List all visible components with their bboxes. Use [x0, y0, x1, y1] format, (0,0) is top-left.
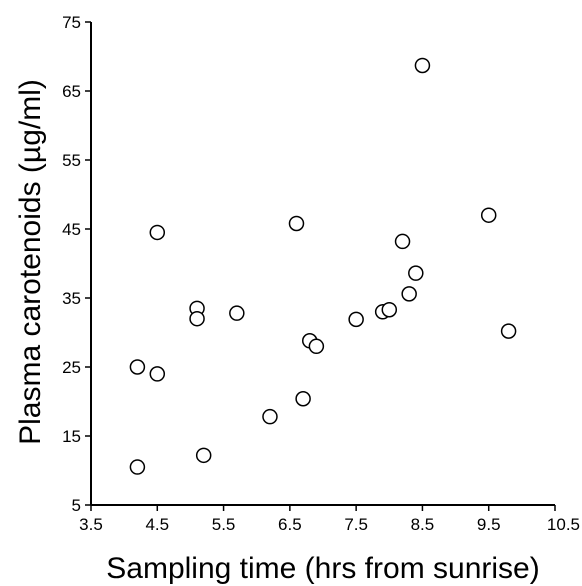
x-tick-label: 9.5 [477, 515, 501, 534]
x-tick-label: 10.5 [547, 515, 580, 534]
data-point [401, 286, 417, 302]
y-tick-label: 35 [62, 289, 81, 308]
x-axis-title: Sampling time (hrs from sunrise) [106, 552, 539, 585]
data-point [189, 310, 205, 327]
y-tick-label: 15 [62, 427, 81, 446]
data-point [348, 311, 364, 328]
data-point [262, 408, 278, 425]
data-point [480, 207, 497, 223]
data-point [195, 447, 212, 464]
y-axis-title: Plasma carotenoids (µg/ml) [14, 79, 47, 445]
data-point [308, 338, 325, 355]
data-point [288, 215, 305, 232]
data-points [129, 57, 517, 475]
data-point [149, 224, 166, 241]
y-tick-label: 75 [62, 13, 81, 32]
x-tick-label: 7.5 [344, 515, 368, 534]
data-point [229, 305, 245, 321]
data-point [414, 57, 431, 74]
data-point [381, 301, 398, 318]
data-point [295, 390, 311, 407]
y-tick-label: 5 [72, 496, 81, 515]
x-tick-label: 4.5 [145, 515, 169, 534]
data-point [149, 366, 166, 382]
data-point [394, 233, 411, 250]
x-tick-label: 6.5 [278, 515, 302, 534]
x-tick-label: 8.5 [411, 515, 435, 534]
data-point [500, 323, 517, 339]
data-point [129, 459, 146, 475]
y-tick-label: 65 [62, 82, 81, 101]
y-axis-ticks: 5 15 25 35 45 55 65 75 [62, 13, 91, 515]
data-point [408, 265, 424, 281]
y-tick-label: 25 [62, 358, 81, 377]
x-axis-ticks: 3.5 4.5 5.5 6.5 7.5 8.5 9.5 10.5 [79, 505, 580, 534]
x-tick-label: 5.5 [212, 515, 236, 534]
y-tick-label: 55 [62, 151, 81, 170]
data-point [129, 359, 146, 375]
x-tick-label: 3.5 [79, 515, 103, 534]
y-tick-label: 45 [62, 220, 81, 239]
